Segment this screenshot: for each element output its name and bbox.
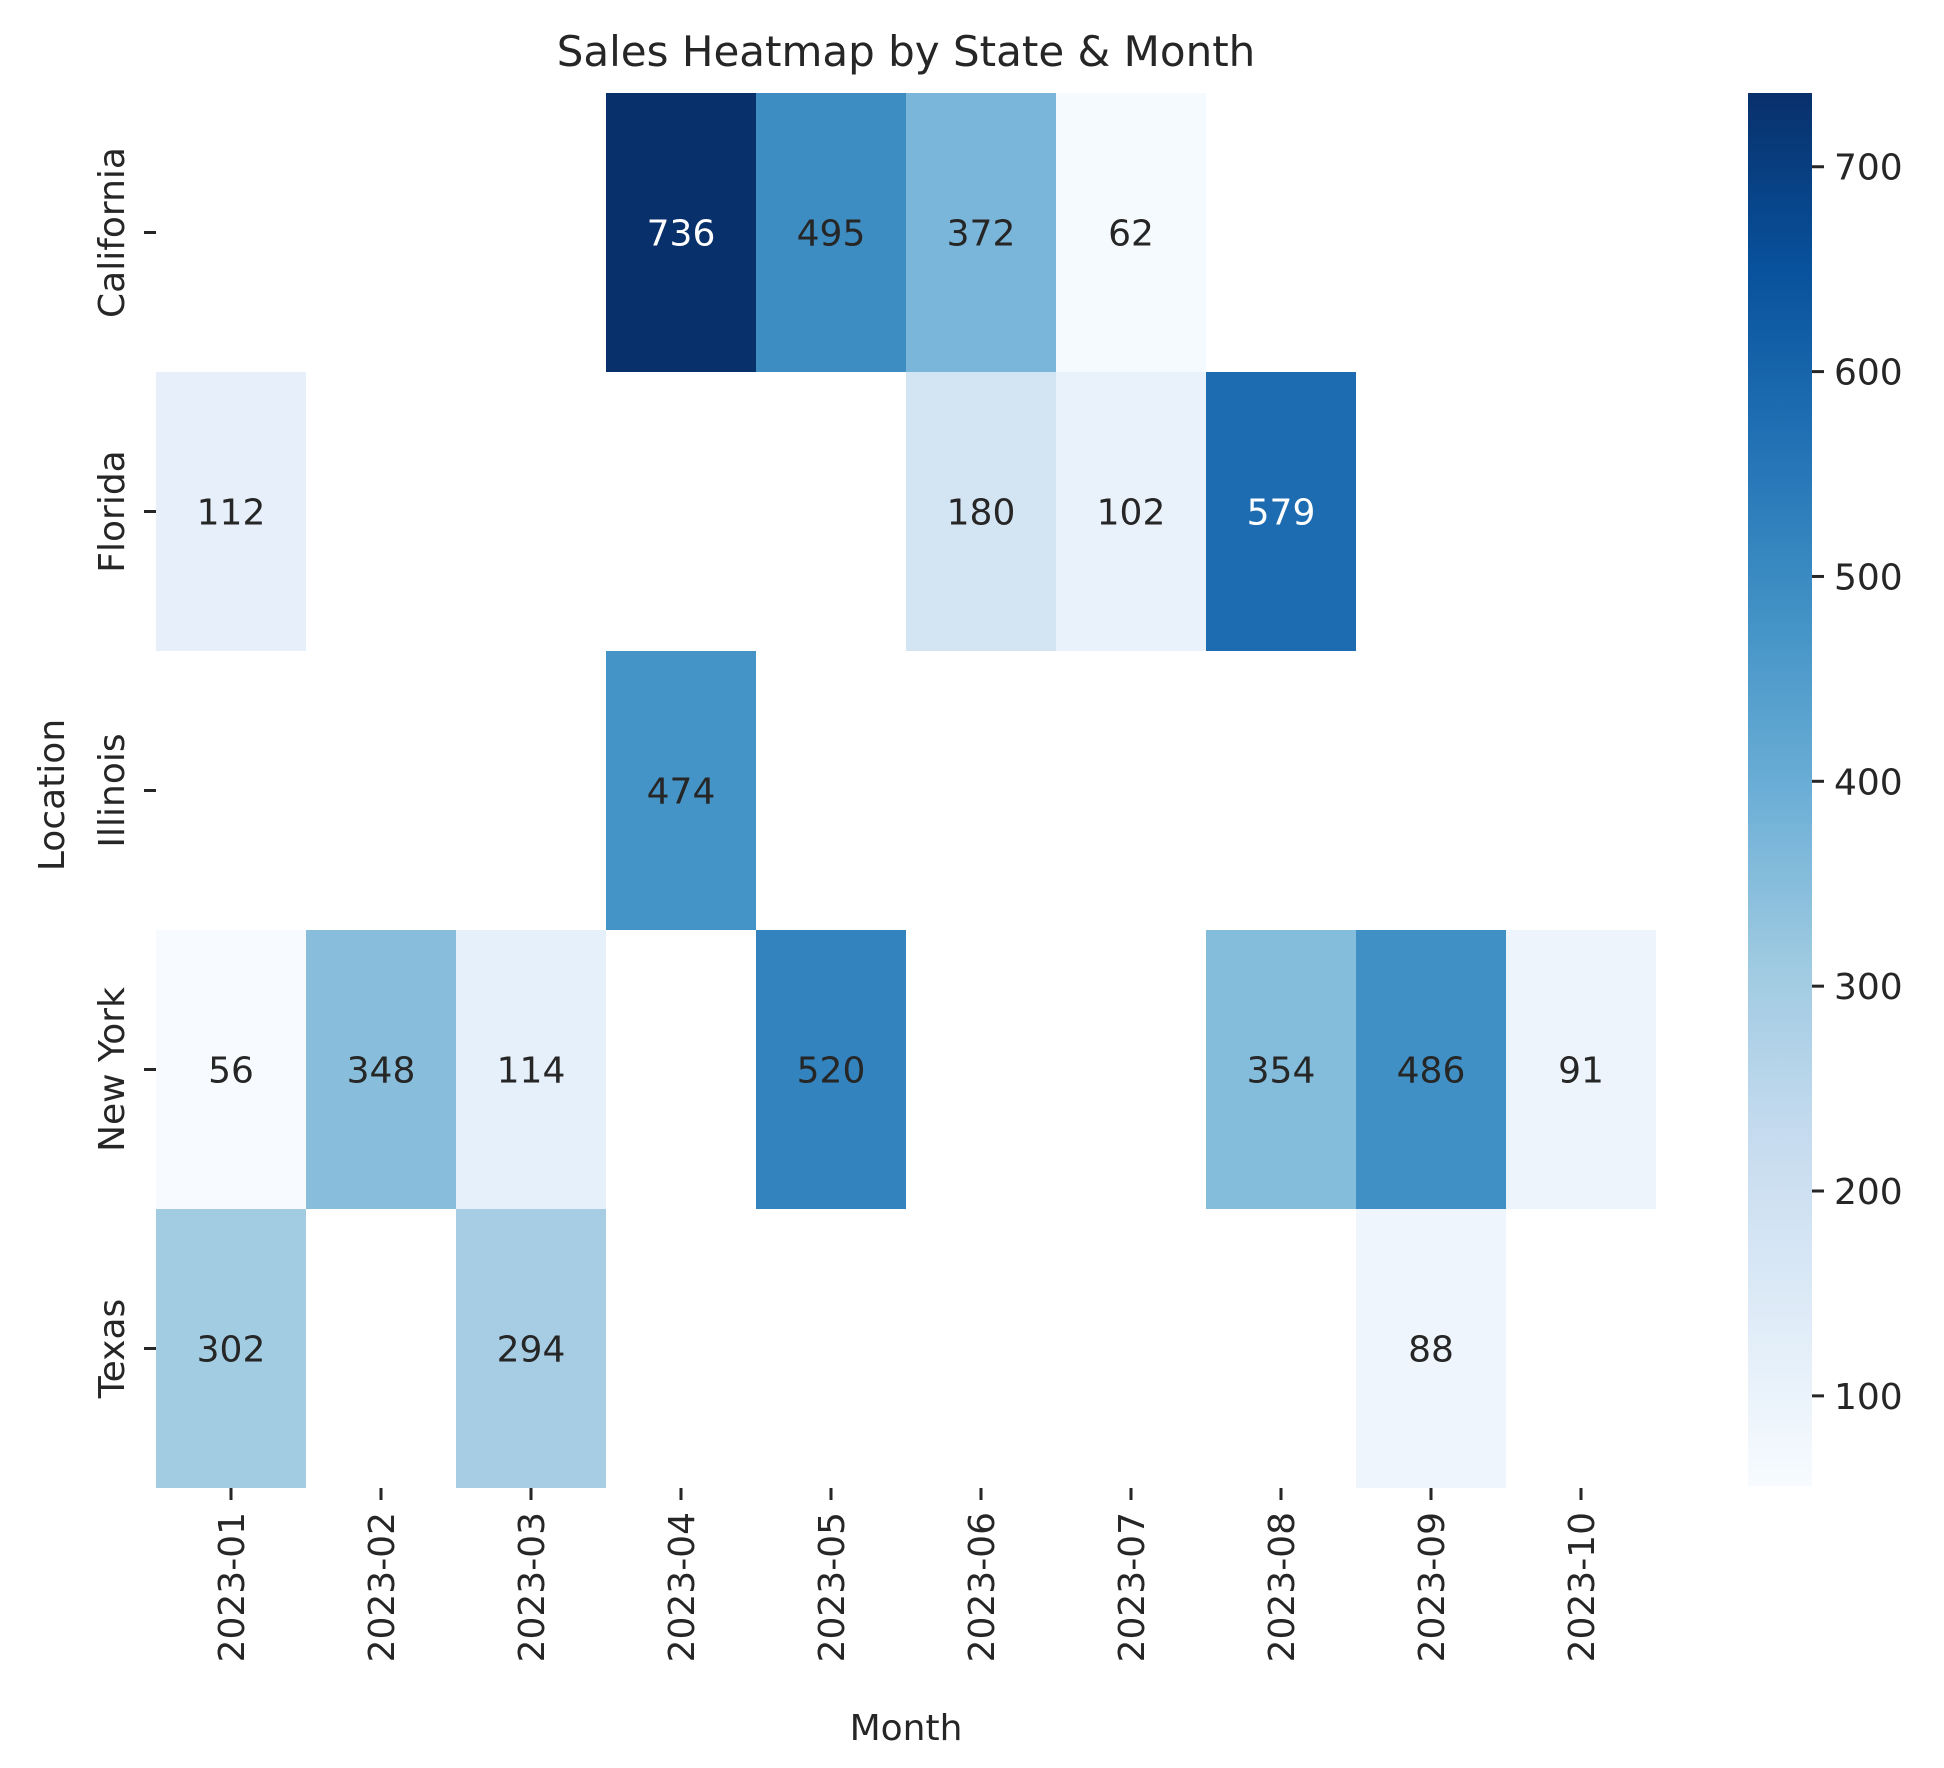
heatmap-cell [906, 93, 1056, 372]
heatmap-cells [156, 93, 1656, 1488]
cell-value-label: 486 [1397, 1051, 1466, 1092]
cell-value-label: 180 [947, 493, 1016, 534]
y-axis: California Florida Illinois New York Texas [92, 147, 156, 1399]
x-tick-label: 2023-09 [1412, 1512, 1453, 1662]
heatmap-cell [1506, 930, 1656, 1209]
cell-annotations: 736 495 372 62 112 180 102 579 474 56 348 114 520 354… [197, 214, 1604, 1371]
cell-value-label: 56 [208, 1051, 254, 1092]
y-tick-label: Florida [92, 450, 133, 572]
x-tick-label: 2023-10 [1562, 1512, 1603, 1662]
heatmap-cell [156, 1209, 306, 1488]
heatmap-cell [456, 1209, 606, 1488]
heatmap-cell [1356, 930, 1506, 1209]
x-axis-title: Month [850, 1708, 963, 1749]
x-tick-label: 2023-05 [812, 1512, 853, 1662]
heatmap-cell [606, 93, 756, 372]
colorbar-tick-label: 500 [1834, 557, 1903, 598]
cell-value-label: 112 [197, 493, 266, 534]
x-tick-label: 2023-03 [512, 1512, 553, 1662]
heatmap-cell [1206, 930, 1356, 1209]
heatmap-cell [756, 93, 906, 372]
cell-value-label: 579 [1247, 493, 1316, 534]
y-tick-label: Illinois [92, 733, 133, 847]
cell-value-label: 736 [647, 214, 716, 255]
cell-value-label: 495 [797, 214, 866, 255]
colorbar-tick-label: 200 [1834, 1172, 1903, 1213]
colorbar-tick-label: 700 [1834, 148, 1903, 189]
chart-title: Sales Heatmap by State & Month [557, 27, 1256, 76]
y-tick-label: Texas [92, 1299, 133, 1400]
heatmap-cell [1206, 372, 1356, 651]
colorbar-tick-label: 300 [1834, 967, 1903, 1008]
x-tick-label: 2023-08 [1262, 1512, 1303, 1662]
cell-value-label: 520 [797, 1051, 866, 1092]
heatmap-cell [1056, 93, 1206, 372]
heatmap-cell [306, 930, 456, 1209]
cell-value-label: 372 [947, 214, 1016, 255]
heatmap-cell [456, 930, 606, 1209]
x-tick-label: 2023-07 [1112, 1512, 1153, 1662]
y-tick-label: California [92, 147, 133, 318]
colorbar-tick-label: 100 [1834, 1377, 1903, 1418]
colorbar-tick-label: 400 [1834, 762, 1903, 803]
cell-value-label: 91 [1558, 1051, 1604, 1092]
cell-value-label: 474 [647, 772, 716, 813]
cell-value-label: 102 [1097, 493, 1166, 534]
cell-value-label: 354 [1247, 1051, 1316, 1092]
heatmap-cell [606, 651, 756, 930]
heatmap-cell [756, 930, 906, 1209]
colorbar-tick-label: 600 [1834, 353, 1903, 394]
cell-value-label: 302 [197, 1330, 266, 1371]
heatmap-cell [156, 930, 306, 1209]
y-tick-label: New York [92, 987, 133, 1152]
heatmap-cell [1356, 1209, 1506, 1488]
colorbar [1748, 93, 1812, 1486]
cell-value-label: 88 [1408, 1330, 1454, 1371]
cell-value-label: 348 [347, 1051, 416, 1092]
colorbar-axis: 100 200 300 400 500 600 700 [1812, 148, 1903, 1418]
x-tick-label: 2023-01 [212, 1512, 253, 1662]
x-tick-label: 2023-04 [662, 1512, 703, 1662]
heatmap-cell [1056, 372, 1206, 651]
cell-value-label: 294 [497, 1330, 566, 1371]
x-tick-label: 2023-06 [962, 1512, 1003, 1662]
x-tick-label: 2023-02 [362, 1512, 403, 1662]
cell-value-label: 114 [497, 1051, 566, 1092]
heatmap-cell [156, 372, 306, 651]
x-axis: 2023-01 2023-02 2023-03 2023-04 2023-05 2023-… [212, 1488, 1603, 1662]
cell-value-label: 62 [1108, 214, 1154, 255]
y-axis-title: Location [32, 719, 73, 871]
heatmap-cell [906, 372, 1056, 651]
